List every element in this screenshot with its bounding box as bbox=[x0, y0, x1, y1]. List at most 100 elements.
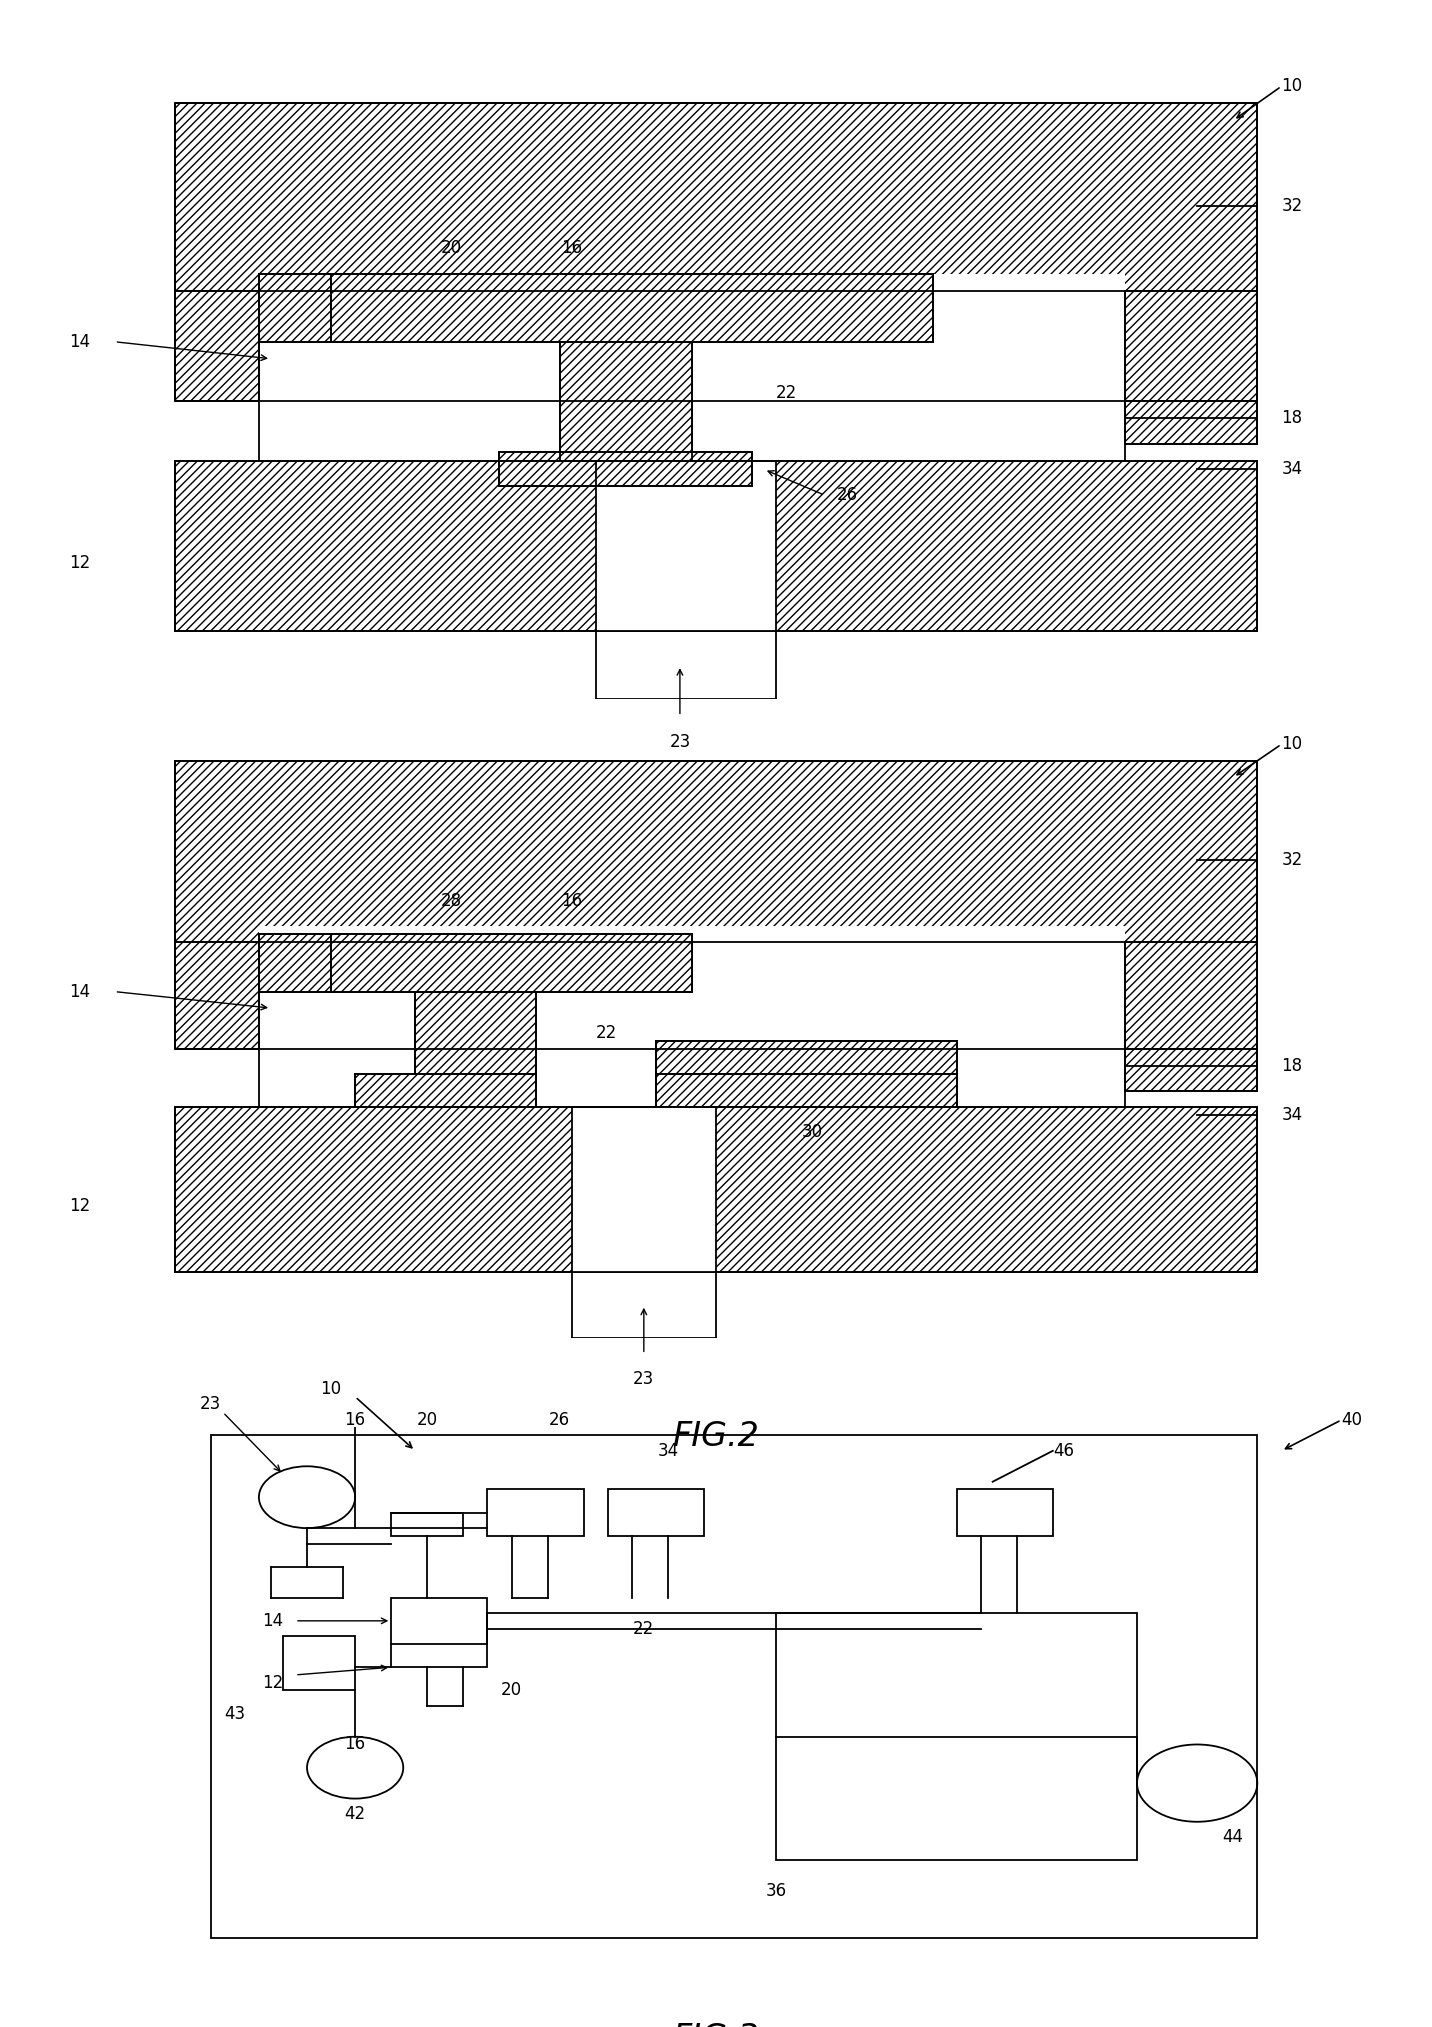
Bar bbox=[1126, 1050, 1257, 1091]
Text: 28: 28 bbox=[441, 892, 463, 910]
Text: 16: 16 bbox=[561, 892, 583, 910]
Text: 14: 14 bbox=[69, 332, 90, 351]
Text: FIG.3: FIG.3 bbox=[673, 2021, 759, 2027]
Text: 23: 23 bbox=[669, 734, 690, 750]
Bar bbox=[957, 991, 1126, 1107]
Bar bbox=[211, 1435, 1257, 1938]
Bar bbox=[500, 452, 752, 486]
Bar bbox=[500, 452, 752, 486]
Bar bbox=[284, 1636, 355, 1691]
Text: 30: 30 bbox=[802, 1123, 823, 1141]
Bar bbox=[391, 1597, 487, 1666]
Text: 26: 26 bbox=[836, 486, 858, 505]
Bar bbox=[391, 1512, 464, 1536]
Bar bbox=[1126, 943, 1257, 1050]
Bar bbox=[1126, 290, 1257, 401]
Text: 43: 43 bbox=[225, 1705, 245, 1723]
Bar bbox=[596, 460, 776, 630]
Text: 10: 10 bbox=[321, 1380, 342, 1399]
Text: 14: 14 bbox=[69, 983, 90, 1001]
Text: 12: 12 bbox=[69, 1196, 90, 1214]
Text: 18: 18 bbox=[1282, 1056, 1303, 1074]
Bar bbox=[487, 1490, 584, 1536]
Bar bbox=[560, 343, 692, 460]
Text: FIG.2: FIG.2 bbox=[673, 1421, 759, 1453]
Text: 14: 14 bbox=[262, 1611, 284, 1630]
Bar bbox=[692, 343, 1126, 460]
Bar bbox=[607, 1490, 705, 1536]
Text: 12: 12 bbox=[69, 553, 90, 572]
Text: 22: 22 bbox=[776, 383, 798, 401]
Bar bbox=[355, 1074, 536, 1107]
Bar bbox=[259, 991, 355, 1107]
Bar bbox=[560, 343, 692, 460]
Bar bbox=[175, 460, 1257, 630]
Bar bbox=[1126, 1050, 1257, 1091]
Text: 34: 34 bbox=[1282, 460, 1303, 478]
Bar bbox=[1126, 290, 1257, 401]
Bar bbox=[175, 1107, 1257, 1271]
Text: 22: 22 bbox=[633, 1620, 654, 1638]
Text: 10: 10 bbox=[1282, 736, 1303, 754]
Text: 20: 20 bbox=[417, 1411, 438, 1429]
Text: 44: 44 bbox=[1223, 1828, 1244, 1847]
Bar bbox=[331, 274, 932, 343]
Text: 34: 34 bbox=[1282, 1107, 1303, 1125]
Bar bbox=[175, 760, 1257, 943]
Bar bbox=[259, 934, 331, 991]
Text: 32: 32 bbox=[1282, 851, 1303, 870]
Bar bbox=[656, 1074, 957, 1107]
Text: 23: 23 bbox=[633, 1370, 654, 1388]
Bar bbox=[259, 274, 331, 343]
Text: 36: 36 bbox=[766, 1883, 786, 1901]
Bar bbox=[776, 1613, 1137, 1861]
Text: 16: 16 bbox=[561, 239, 583, 257]
Bar bbox=[175, 1107, 1257, 1271]
Bar bbox=[331, 934, 692, 991]
Text: 32: 32 bbox=[1282, 197, 1303, 215]
Bar bbox=[175, 460, 1257, 630]
Bar bbox=[656, 1042, 957, 1074]
Bar bbox=[259, 991, 1126, 1042]
Bar bbox=[259, 926, 1126, 1050]
Text: 42: 42 bbox=[345, 1804, 365, 1822]
Bar bbox=[571, 1107, 716, 1271]
Bar bbox=[536, 991, 656, 1107]
Bar bbox=[175, 103, 1257, 290]
Bar bbox=[1126, 401, 1257, 444]
Text: 26: 26 bbox=[548, 1411, 570, 1429]
Bar bbox=[175, 290, 259, 401]
Bar bbox=[175, 103, 1257, 290]
Bar bbox=[175, 290, 259, 401]
Text: 23: 23 bbox=[200, 1395, 222, 1413]
Text: 40: 40 bbox=[1342, 1411, 1362, 1429]
Bar bbox=[175, 943, 259, 1050]
Bar bbox=[1126, 401, 1257, 444]
Text: 34: 34 bbox=[657, 1441, 679, 1459]
Bar bbox=[415, 991, 536, 1074]
Bar bbox=[957, 1490, 1053, 1536]
Bar bbox=[259, 274, 331, 343]
Text: 10: 10 bbox=[1282, 77, 1303, 95]
Text: FIG.1: FIG.1 bbox=[673, 784, 759, 819]
Text: 16: 16 bbox=[345, 1735, 365, 1753]
Bar bbox=[656, 1042, 957, 1074]
Text: 20: 20 bbox=[501, 1680, 523, 1699]
Bar bbox=[259, 934, 331, 991]
Text: 22: 22 bbox=[596, 1024, 617, 1042]
Bar bbox=[259, 343, 560, 460]
Bar bbox=[415, 991, 536, 1074]
Bar bbox=[331, 274, 932, 343]
Bar bbox=[175, 943, 259, 1050]
Bar bbox=[331, 934, 692, 991]
Bar bbox=[259, 274, 1126, 401]
Text: 46: 46 bbox=[1053, 1441, 1074, 1459]
Text: 18: 18 bbox=[1282, 409, 1303, 428]
Bar bbox=[175, 760, 1257, 943]
Text: 16: 16 bbox=[345, 1411, 365, 1429]
Bar bbox=[656, 1074, 957, 1107]
Text: 12: 12 bbox=[262, 1674, 284, 1693]
Bar bbox=[1126, 943, 1257, 1050]
Bar bbox=[355, 1074, 536, 1107]
Text: 20: 20 bbox=[441, 239, 463, 257]
